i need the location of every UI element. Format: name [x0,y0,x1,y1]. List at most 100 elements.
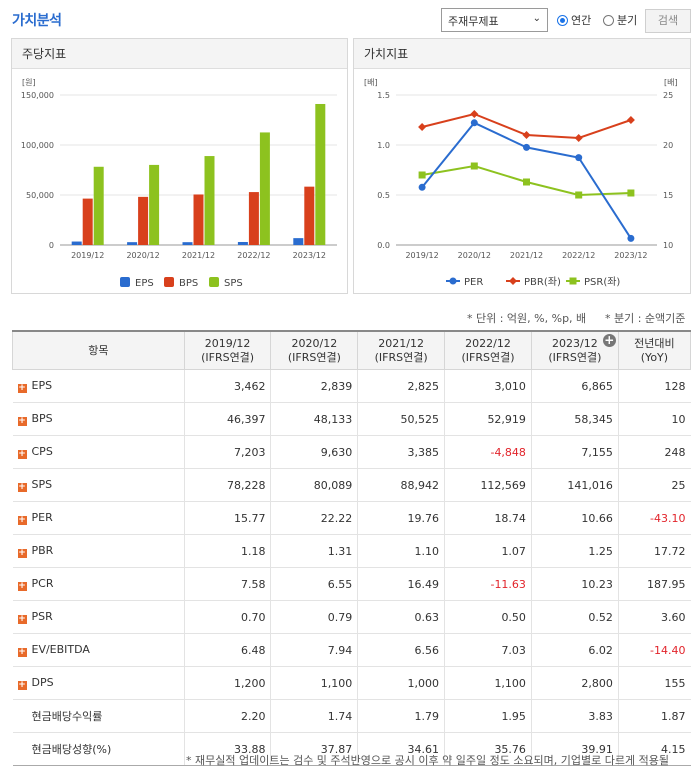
quarter-radio[interactable]: 분기 [603,12,637,28]
value-cell: 46,397 [184,402,272,436]
row-label[interactable]: + DPS [12,666,185,700]
search-button[interactable]: 검색 [645,9,691,33]
row-label[interactable]: + CPS [12,435,185,469]
yoy-header: 전년대비 (YoY) [617,330,692,370]
x-tick-label: 2020/12 [126,251,159,260]
value-cell: 37.87 [270,732,359,766]
point [522,131,531,139]
x-tick-label: 2022/12 [562,251,595,260]
expand-plus-icon[interactable]: + [17,548,27,558]
value-cell: 18.74 [444,501,532,535]
y-right-tick: 25 [663,91,673,100]
expand-plus-icon[interactable]: + [17,416,27,426]
bar-sps [315,103,326,245]
y-unit-label: [원] [22,78,36,87]
panel-title: 주당지표 [12,39,347,69]
expand-plus-icon[interactable]: + [17,614,27,624]
add-column-icon[interactable]: + [602,333,616,347]
expand-plus-icon[interactable]: + [17,482,27,492]
value-line-chart: [배] [배] 0.0 0.5 1.0 1.5 10 15 20 25 2019/12 2020/12… [364,78,678,288]
row-label[interactable]: + PBR [12,534,185,568]
value-cell: 6.02 [531,633,619,667]
point [470,119,478,127]
row-label[interactable]: + PCR [12,567,185,601]
value-cell: 0.70 [184,600,272,634]
value-cell: 3,010 [444,369,532,403]
value-cell: 112,569 [444,468,532,502]
value-cell: 3,462 [184,369,272,403]
x-tick-label: 2023/12 [614,251,647,260]
value-cell: 7.58 [184,567,272,601]
yoy-cell: -14.40 [618,633,691,667]
bar-bps [138,196,149,245]
radio-checked-icon [557,14,568,26]
table-row: 현금배당성향(%) 33.88 37.87 34.61 35.76 39.91 4.15 [12,732,691,766]
quarter-radio-label: 분기 [617,14,638,27]
point [626,116,635,124]
value-cell: 7.94 [270,633,359,667]
expand-plus-icon[interactable]: + [17,383,27,393]
annual-radio[interactable]: 연간 [557,12,591,28]
table-header-row: 항목 2019/12 (IFRS연결) 2020/12 (IFRS연결) 2021/… [12,330,692,370]
value-cell: 0.63 [357,600,446,634]
value-cell: 2,825 [357,369,446,403]
expand-plus-icon[interactable]: + [17,515,27,525]
value-cell: 1.18 [184,534,272,568]
yoy-cell: 3.60 [618,600,691,634]
row-label[interactable]: + EV/EBITDA [12,633,185,667]
value-cell: 10.23 [531,567,619,601]
value-cell: 0.50 [444,600,532,634]
value-cell: 3,385 [357,435,446,469]
value-cell: 7.03 [444,633,532,667]
bar-sps [259,132,270,245]
table-row: + PSR 0.70 0.79 0.63 0.50 0.52 3.60 [12,600,691,634]
expand-plus-icon[interactable]: + [17,581,27,591]
expand-plus-icon[interactable]: + [17,680,27,690]
per-share-chart-panel: 주당지표 [원] 0 50,000 100,000 150,000 2019/12 2020… [11,38,348,294]
value-cell: 9,630 [270,435,359,469]
row-label[interactable]: + PSR [12,600,185,634]
yoy-cell: 187.95 [618,567,691,601]
value-cell: 1,100 [444,666,532,700]
value-cell: 15.77 [184,501,272,535]
legend-marker [509,277,517,285]
value-cell: 48,133 [270,402,359,436]
legend-label: BPS [179,278,198,289]
value-cell: 0.52 [531,600,619,634]
x-tick-label: 2019/12 [405,251,438,260]
unit-note: * 단위 : 억원, %, %p, 배 [467,312,587,325]
value-cell: 1.79 [357,699,446,733]
point [418,183,426,191]
expand-plus-icon[interactable]: + [17,647,27,657]
point [575,154,583,162]
x-tick-label: 2023/12 [293,251,326,260]
row-label[interactable]: + BPS [12,402,185,436]
yoy-cell: 128 [618,369,691,403]
value-cell: -11.63 [444,567,532,601]
value-cell: 6,865 [531,369,619,403]
point [574,134,583,142]
bar-eps [293,238,304,245]
col-header: 2023/12 (IFRS연결) + [530,330,619,370]
value-cell: 7,203 [184,435,272,469]
legend-label: SPS [224,278,243,289]
row-label[interactable]: + EPS [12,369,185,403]
x-tick-label: 2022/12 [237,251,270,260]
y-left-tick: 1.5 [377,91,390,100]
point [470,162,478,170]
bar-sps [149,164,160,245]
table-row: + PER 15.77 22.22 19.76 18.74 10.66 -43.10 [12,501,691,535]
statement-type-select[interactable]: 주재무제표 ⌄ [441,8,548,32]
legend-swatch [209,277,219,287]
row-label[interactable]: + PER [12,501,185,535]
table-row: + EV/EBITDA 6.48 7.94 6.56 7.03 6.02 -14.40 [12,633,691,667]
yoy-cell: 1.87 [618,699,691,733]
row-label[interactable]: + SPS [12,468,185,502]
value-cell: 1.25 [531,534,619,568]
point [627,234,635,242]
expand-plus-icon[interactable]: + [17,449,27,459]
table-row: + BPS 46,397 48,133 50,525 52,919 58,345 10 [12,402,691,436]
panel-title: 가치지표 [354,39,690,69]
bar-eps [71,241,82,245]
value-cell: 0.79 [270,600,359,634]
